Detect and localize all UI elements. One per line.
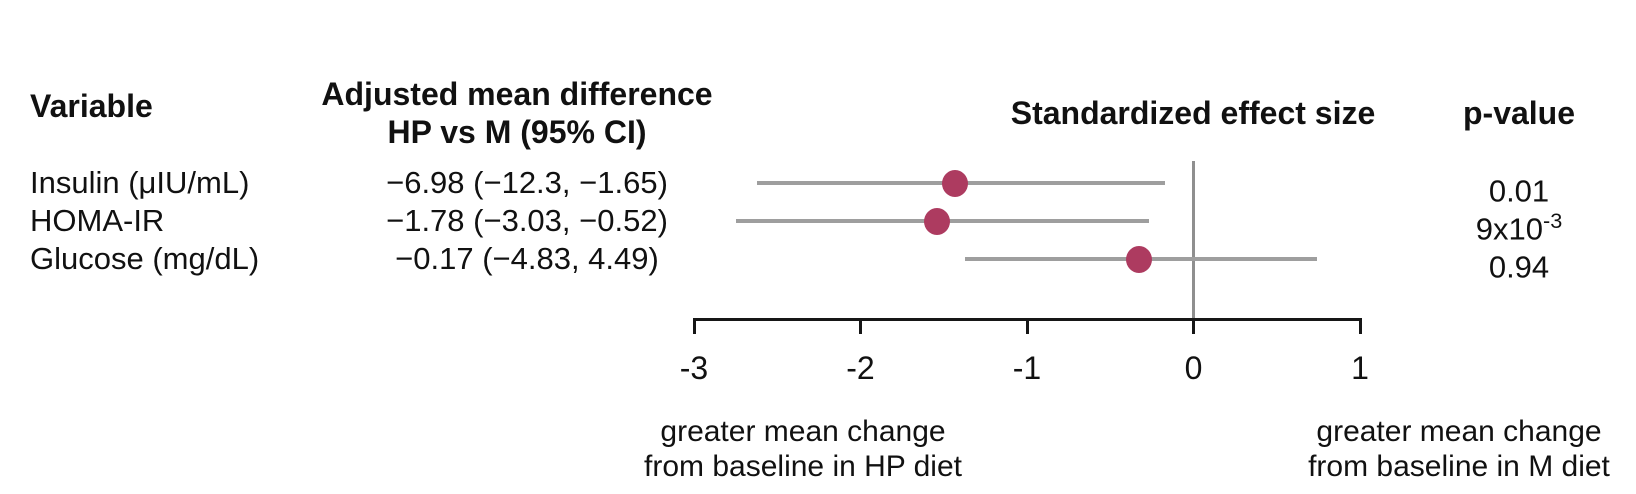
axis-note-left: greater mean change from baseline in HP d… [603,414,1003,484]
pvalue-base: 0.94 [1488,249,1550,285]
axis-note-left-line2: from baseline in HP diet [644,450,962,483]
x-axis-tick [1192,318,1195,334]
pvalue-cell: 0.01 [1429,164,1609,210]
axis-note-left-line1: greater mean change [660,415,946,448]
pvalue-exponent: -3 [1542,208,1563,233]
column-header-variable: Variable [30,88,153,124]
effect-marker [1125,245,1152,273]
x-axis-tick [1025,318,1029,334]
variable-label: HOMA-IR [30,203,165,238]
x-axis-tick-label: 1 [1351,350,1369,386]
pvalue-cell: 0.94 [1429,240,1609,286]
x-axis-tick-label: -3 [679,350,709,386]
adjusted-mean-difference-value: −0.17 (−4.83, 4.49) [395,241,659,276]
x-axis-tick [859,318,862,334]
effect-marker [942,169,969,197]
axis-note-right-line2: from baseline in M diet [1308,450,1610,483]
x-axis-tick-label: 0 [1184,350,1203,386]
pvalue-base: 9x10 [1475,211,1543,247]
pvalue-base: 0.01 [1488,173,1550,209]
x-axis-tick [1358,318,1362,334]
variable-label: Insulin (μIU/mL) [30,165,250,200]
x-axis-tick-label: -2 [846,350,875,386]
chart-title: Standardized effect size [1010,95,1376,131]
pvalue-cell: 9x10-3 [1429,202,1609,248]
column-header-adjusted-line2: HP vs M (95% CI) [387,114,647,150]
column-header-adjusted-mean-difference: Adjusted mean difference HP vs M (95% CI… [317,75,717,151]
effect-marker [924,207,951,235]
adjusted-mean-difference-value: −6.98 (−12.3, −1.65) [386,165,668,200]
column-header-pvalue: p-value [1462,95,1576,131]
axis-note-right: greater mean change from baseline in M di… [1259,414,1636,484]
column-header-adjusted-line1: Adjusted mean difference [321,76,713,112]
reference-line-zero [1192,161,1195,319]
variable-label: Glucose (mg/dL) [30,241,260,276]
x-axis-tick [692,318,696,334]
axis-note-right-line1: greater mean change [1316,415,1602,448]
x-axis-tick-label: -1 [1012,350,1042,386]
adjusted-mean-difference-value: −1.78 (−3.03, −0.52) [386,203,668,238]
